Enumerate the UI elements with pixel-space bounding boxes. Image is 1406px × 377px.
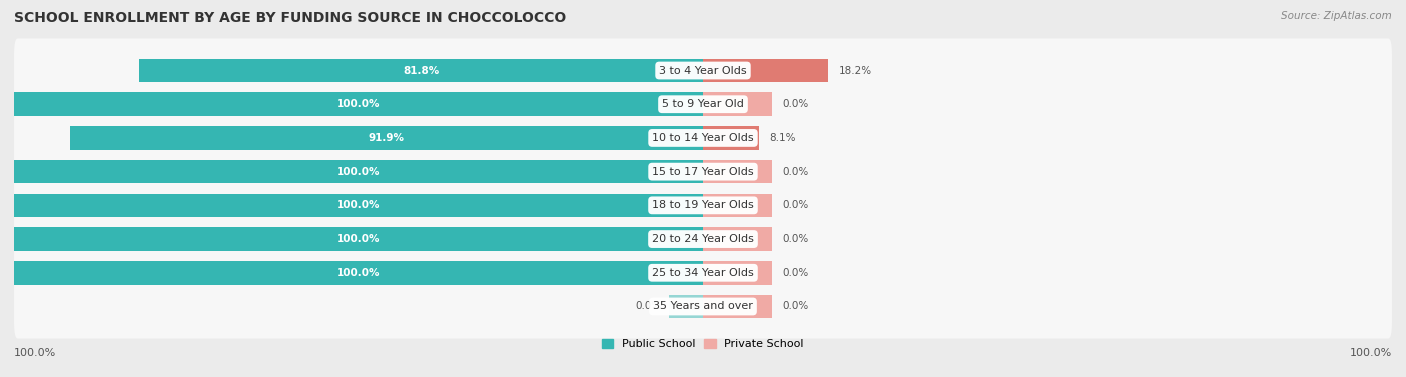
Bar — [703, 59, 828, 82]
FancyBboxPatch shape — [14, 72, 1392, 136]
Bar — [14, 261, 703, 285]
Bar — [703, 227, 772, 251]
Text: 100.0%: 100.0% — [337, 99, 380, 109]
Bar — [703, 295, 772, 318]
Text: 8.1%: 8.1% — [769, 133, 796, 143]
Text: 0.0%: 0.0% — [636, 302, 662, 311]
FancyBboxPatch shape — [14, 207, 1392, 271]
FancyBboxPatch shape — [14, 173, 1392, 238]
Bar — [70, 126, 703, 150]
Text: 10 to 14 Year Olds: 10 to 14 Year Olds — [652, 133, 754, 143]
Bar — [703, 261, 772, 285]
Bar — [14, 227, 703, 251]
Text: 35 Years and over: 35 Years and over — [652, 302, 754, 311]
Bar — [14, 193, 703, 217]
Text: 25 to 34 Year Olds: 25 to 34 Year Olds — [652, 268, 754, 278]
FancyBboxPatch shape — [14, 139, 1392, 204]
Text: 91.9%: 91.9% — [368, 133, 405, 143]
Bar — [14, 92, 703, 116]
Text: 18.2%: 18.2% — [839, 66, 872, 75]
FancyBboxPatch shape — [14, 38, 1392, 103]
Bar — [703, 92, 772, 116]
Text: 0.0%: 0.0% — [782, 268, 808, 278]
Legend: Public School, Private School: Public School, Private School — [602, 339, 804, 349]
Text: 100.0%: 100.0% — [1350, 348, 1392, 358]
Text: SCHOOL ENROLLMENT BY AGE BY FUNDING SOURCE IN CHOCCOLOCCO: SCHOOL ENROLLMENT BY AGE BY FUNDING SOUR… — [14, 11, 567, 25]
Bar — [703, 193, 772, 217]
Bar — [703, 160, 772, 184]
Text: 3 to 4 Year Olds: 3 to 4 Year Olds — [659, 66, 747, 75]
Bar — [669, 295, 703, 318]
Text: 0.0%: 0.0% — [782, 234, 808, 244]
Text: 100.0%: 100.0% — [14, 348, 56, 358]
Text: Source: ZipAtlas.com: Source: ZipAtlas.com — [1281, 11, 1392, 21]
Text: 0.0%: 0.0% — [782, 200, 808, 210]
Text: 5 to 9 Year Old: 5 to 9 Year Old — [662, 99, 744, 109]
FancyBboxPatch shape — [14, 106, 1392, 170]
Text: 100.0%: 100.0% — [337, 268, 380, 278]
Text: 0.0%: 0.0% — [782, 99, 808, 109]
Text: 0.0%: 0.0% — [782, 302, 808, 311]
Text: 100.0%: 100.0% — [337, 234, 380, 244]
Text: 15 to 17 Year Olds: 15 to 17 Year Olds — [652, 167, 754, 177]
Text: 100.0%: 100.0% — [337, 200, 380, 210]
FancyBboxPatch shape — [14, 274, 1392, 339]
Bar — [703, 126, 759, 150]
Text: 81.8%: 81.8% — [404, 66, 439, 75]
Text: 18 to 19 Year Olds: 18 to 19 Year Olds — [652, 200, 754, 210]
Text: 0.0%: 0.0% — [782, 167, 808, 177]
Bar — [139, 59, 703, 82]
Bar — [14, 160, 703, 184]
Text: 20 to 24 Year Olds: 20 to 24 Year Olds — [652, 234, 754, 244]
FancyBboxPatch shape — [14, 241, 1392, 305]
Text: 100.0%: 100.0% — [337, 167, 380, 177]
